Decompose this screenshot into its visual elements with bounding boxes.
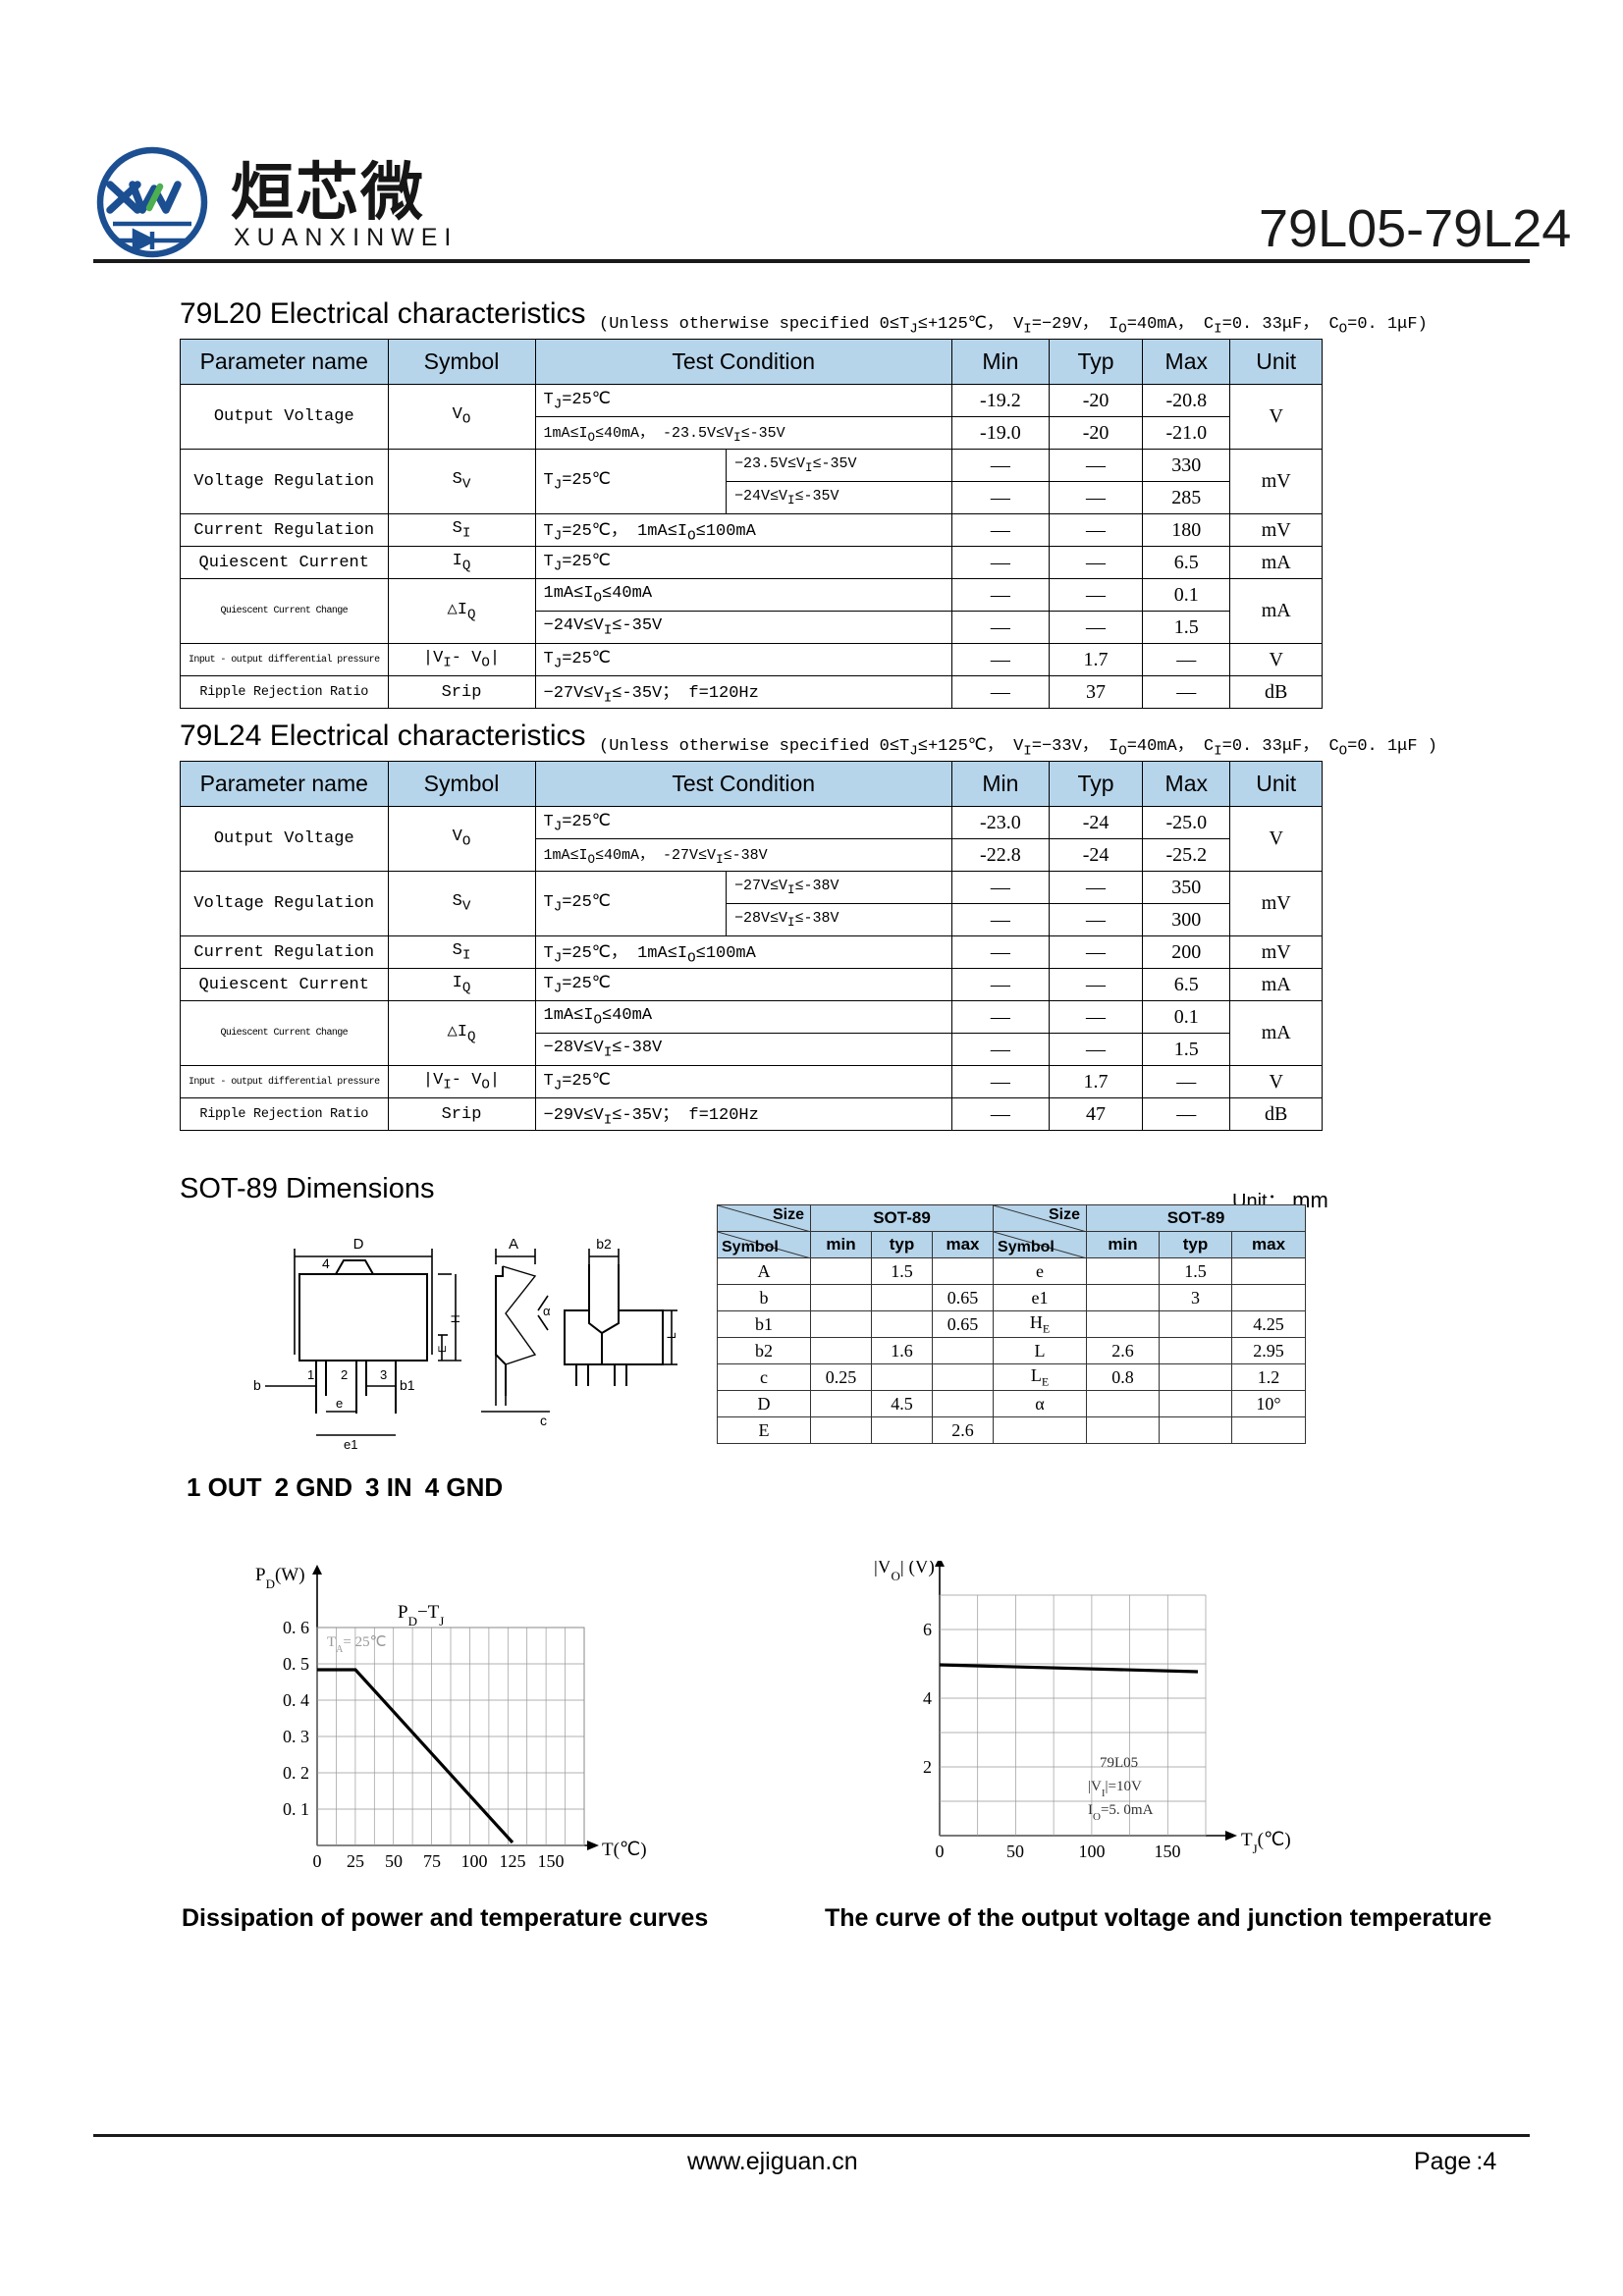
svg-text:150: 150 <box>1155 1842 1181 1861</box>
svg-text:TJ(℃): TJ(℃) <box>1241 1830 1291 1856</box>
svg-text:100: 100 <box>1079 1842 1106 1861</box>
svg-text:e1: e1 <box>344 1437 357 1452</box>
svg-text:75: 75 <box>423 1851 441 1871</box>
svg-text:100: 100 <box>461 1851 488 1871</box>
svg-text:TA= 25℃: TA= 25℃ <box>327 1634 386 1655</box>
svg-text:2: 2 <box>923 1757 932 1777</box>
svg-text:IO=5. 0mA: IO=5. 0mA <box>1088 1802 1154 1823</box>
svg-text:0. 5: 0. 5 <box>283 1654 309 1674</box>
svg-text:|VO| (V): |VO| (V) <box>874 1561 935 1583</box>
svg-text:PD(W): PD(W) <box>255 1565 305 1591</box>
svg-text:c: c <box>540 1413 547 1428</box>
svg-text:b: b <box>253 1377 261 1393</box>
svg-text:0. 1: 0. 1 <box>283 1799 309 1819</box>
svg-text:150: 150 <box>538 1851 565 1871</box>
svg-text:A: A <box>509 1236 518 1253</box>
svg-text:4: 4 <box>322 1255 330 1271</box>
svg-text:25: 25 <box>347 1851 364 1871</box>
svg-text:E: E <box>437 1346 449 1353</box>
svg-text:0. 4: 0. 4 <box>283 1690 309 1710</box>
svg-text:0. 6: 0. 6 <box>283 1618 309 1637</box>
svg-text:L: L <box>665 1332 678 1339</box>
svg-text:e: e <box>336 1396 343 1411</box>
svg-text:4: 4 <box>923 1688 932 1708</box>
svg-text:α: α <box>543 1304 551 1318</box>
svg-text:|VI|=10V: |VI|=10V <box>1088 1779 1142 1799</box>
svg-text:H: H <box>449 1314 462 1323</box>
svg-text:D: D <box>353 1236 364 1253</box>
svg-text:6: 6 <box>923 1620 932 1639</box>
svg-text:2: 2 <box>341 1367 348 1382</box>
svg-text:0: 0 <box>313 1851 322 1871</box>
svg-text:0: 0 <box>936 1842 945 1861</box>
svg-text:1: 1 <box>307 1367 314 1382</box>
svg-text:50: 50 <box>385 1851 403 1871</box>
svg-text:T(℃): T(℃) <box>602 1840 647 1860</box>
svg-text:125: 125 <box>500 1851 526 1871</box>
svg-text:50: 50 <box>1006 1842 1024 1861</box>
svg-text:PD−TJ: PD−TJ <box>398 1602 444 1629</box>
svg-text:79L05: 79L05 <box>1100 1755 1138 1771</box>
svg-text:b2: b2 <box>596 1236 612 1252</box>
svg-text:0. 3: 0. 3 <box>283 1727 309 1746</box>
svg-text:0. 2: 0. 2 <box>283 1763 309 1783</box>
svg-text:b1: b1 <box>400 1377 415 1393</box>
svg-text:3: 3 <box>380 1367 387 1382</box>
